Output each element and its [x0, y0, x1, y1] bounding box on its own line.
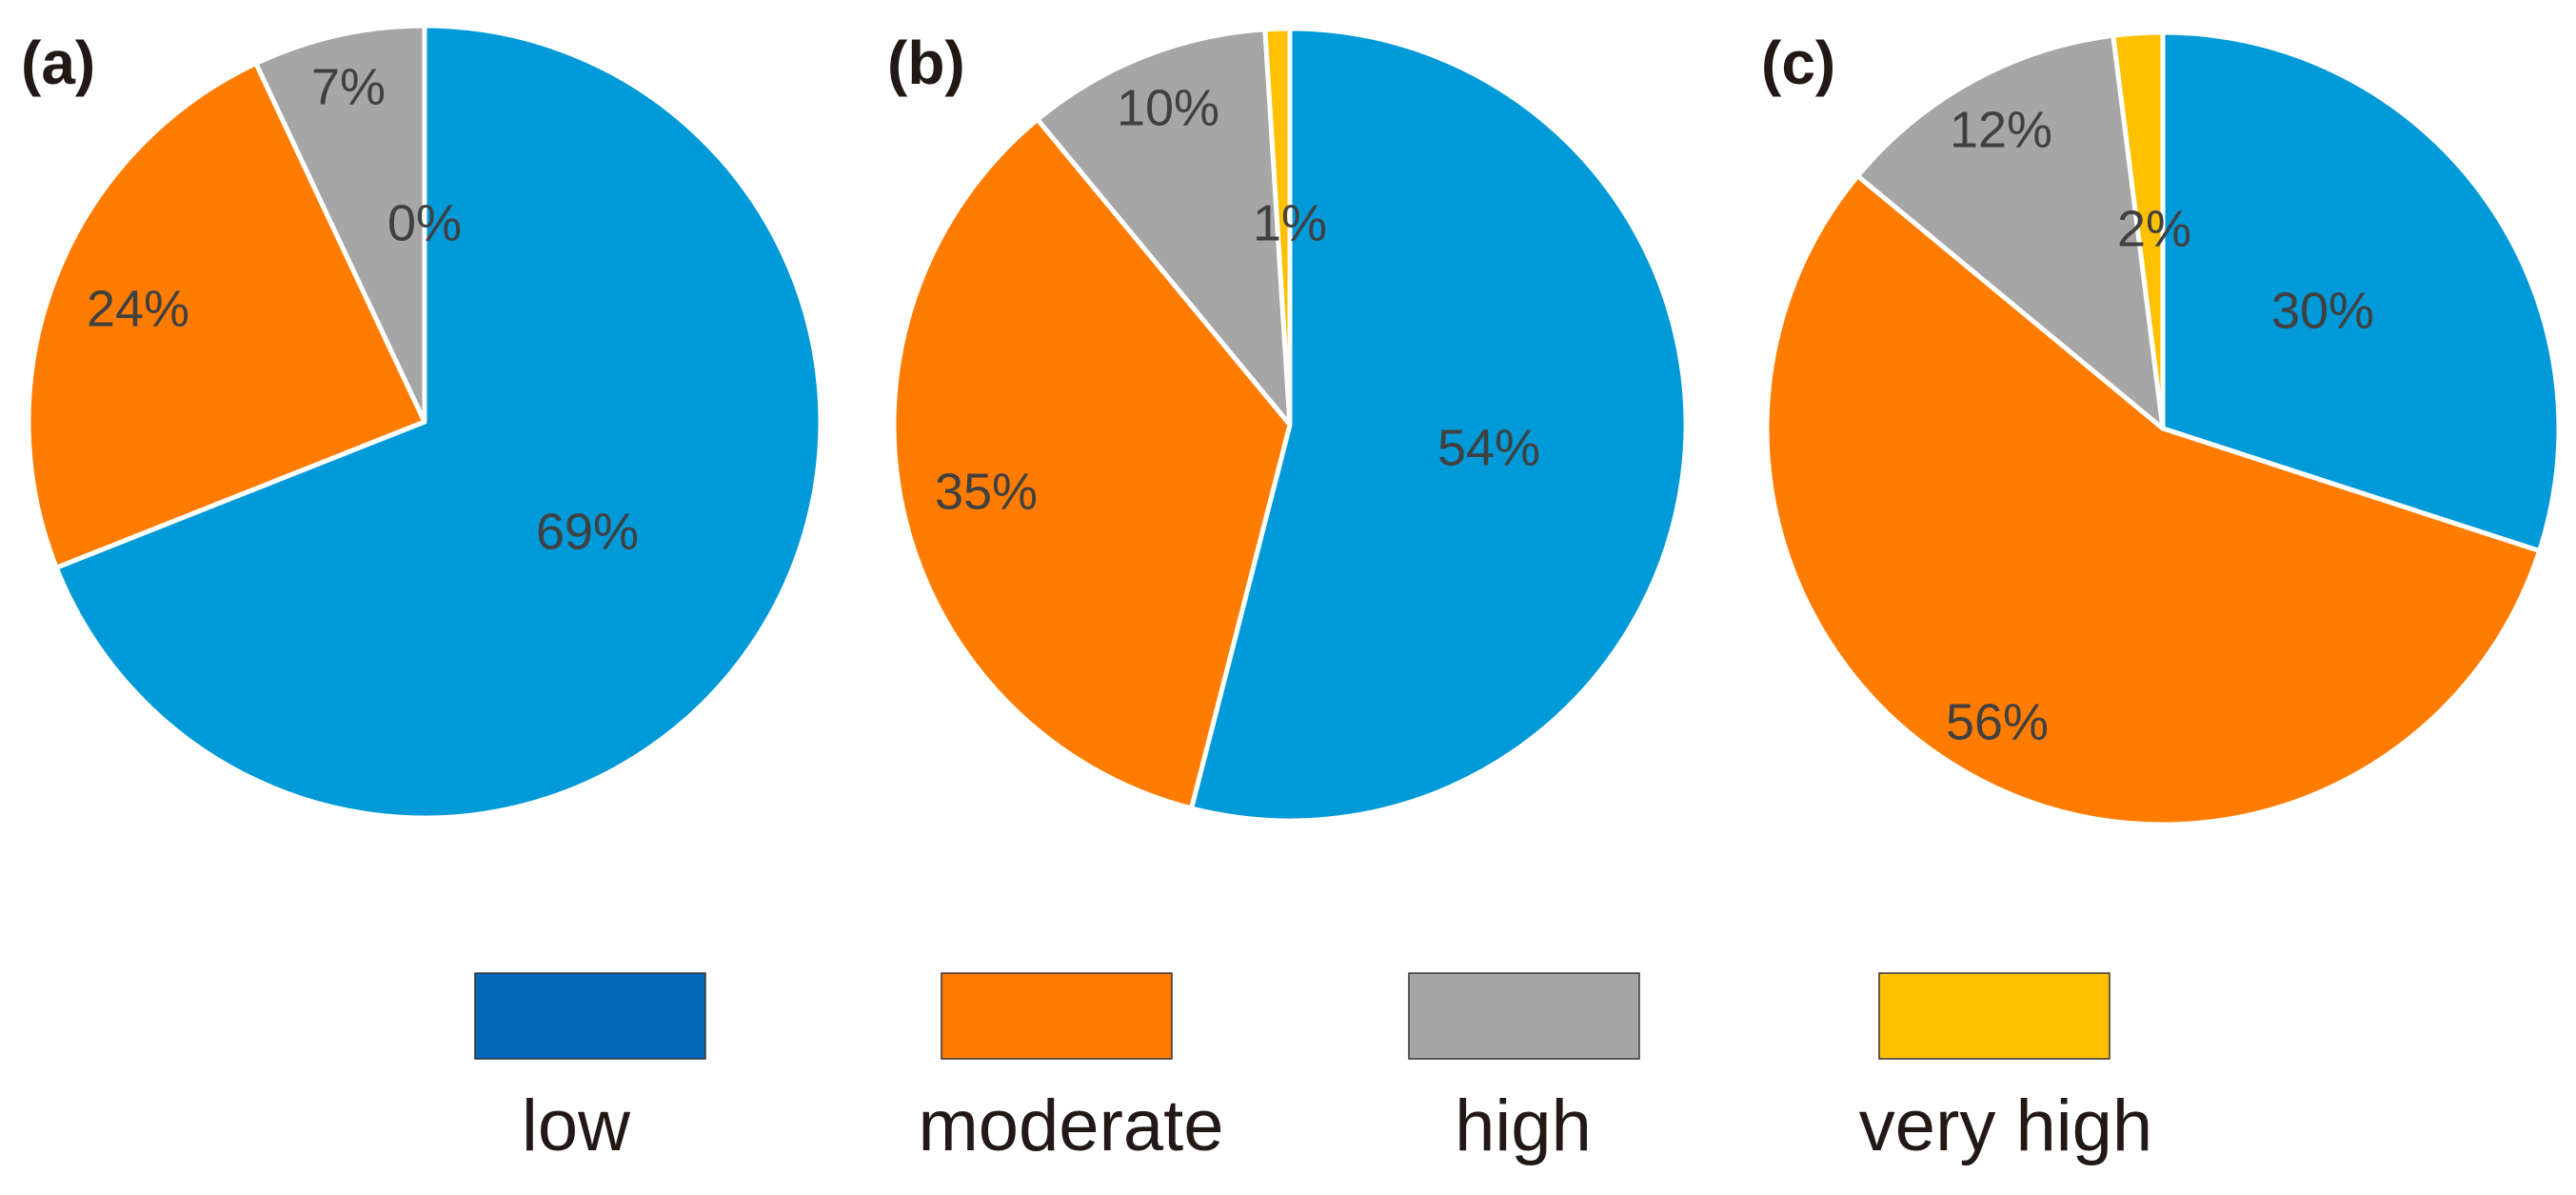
pie-b-labels: 54% 35% 10% 1%: [935, 79, 1540, 520]
pie-a-label-high: 7%: [311, 58, 386, 115]
legend-swatch-high: [1408, 972, 1640, 1060]
pie-b-slice-low: [1189, 26, 1689, 824]
legend-label-high: high: [1455, 1085, 1592, 1166]
pie-panel-b: 54% 35% 10% 1% (b): [887, 26, 1689, 824]
pie-a-slices: [26, 23, 823, 821]
pie-b-slice-high: [1035, 27, 1293, 428]
pie-c-label-moderate: 56%: [1946, 693, 2049, 750]
panel-label-c: (c): [1761, 29, 1835, 97]
legend-swatch-low: [474, 972, 706, 1060]
legend-label-very-high: very high: [1859, 1085, 2152, 1166]
panel-label-a: (a): [21, 29, 95, 97]
pie-a-labels: 69% 24% 7% 0%: [87, 58, 639, 560]
pie-b-slice-moderate: [891, 116, 1293, 811]
pie-b-label-high: 10%: [1117, 79, 1219, 136]
legend-swatch-very-high: [1878, 972, 2110, 1060]
pie-a-label-very-high: 0%: [387, 194, 462, 251]
pie-a-slice-moderate: [26, 61, 427, 570]
pie-c-label-very-high: 2%: [2117, 200, 2191, 257]
pie-c-label-low: 30%: [2271, 282, 2374, 339]
pie-a-label-moderate: 24%: [87, 280, 189, 337]
legend-label-low: low: [522, 1085, 631, 1166]
legend: low moderate high very high: [474, 972, 2152, 1166]
legend-swatch-moderate: [941, 972, 1173, 1060]
pie-b-label-very-high: 1%: [1253, 194, 1327, 251]
pie-c-labels: 30% 56% 12% 2%: [1946, 101, 2374, 750]
pie-c-slice-moderate: [1764, 173, 2543, 827]
pie-c-slices: [1764, 30, 2562, 827]
pie-b-slices: [891, 26, 1689, 824]
pie-a-slice-high: [253, 23, 427, 425]
pie-b-slice-very-high: [1262, 26, 1293, 428]
pie-panel-a: 69% 24% 7% 0% (a): [21, 23, 823, 821]
pie-c-slice-very-high: [2110, 30, 2166, 431]
pie-a-slice-low: [53, 23, 823, 821]
pie-panel-c: 30% 56% 12% 2% (c): [1761, 29, 2562, 827]
pie-b-label-low: 54%: [1437, 419, 1540, 476]
pie-c-label-high: 12%: [1950, 101, 2052, 158]
pie-c-slice-high: [1854, 32, 2166, 431]
legend-label-moderate: moderate: [918, 1085, 1223, 1166]
pie-c-slice-low: [2160, 30, 2562, 554]
pie-b-label-moderate: 35%: [935, 463, 1038, 520]
panel-label-b: (b): [887, 29, 965, 97]
pie-a-label-low: 69%: [536, 503, 639, 560]
